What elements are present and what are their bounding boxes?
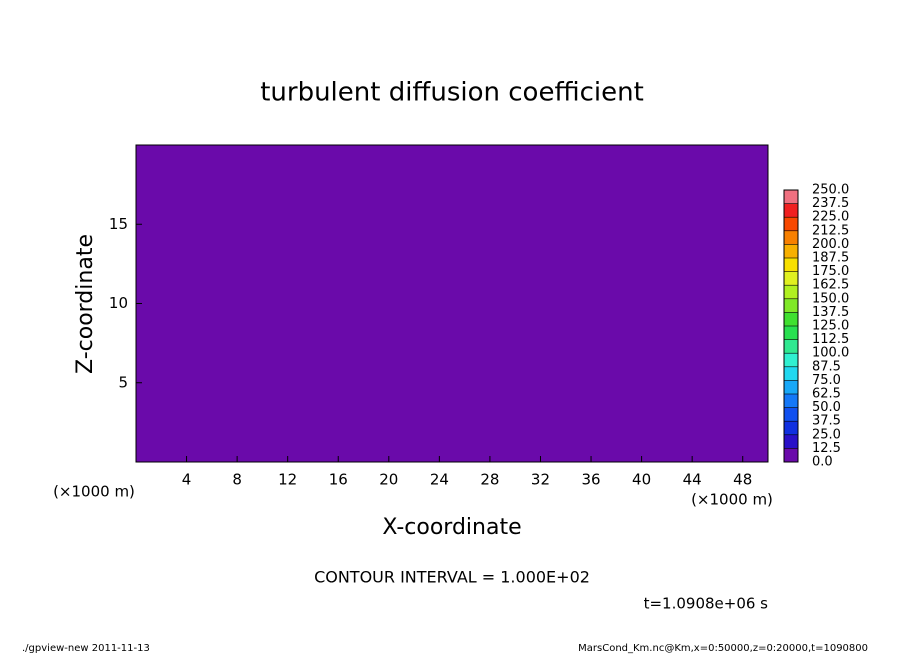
colorbar-cell [784,298,798,313]
colorbar-cell [784,190,798,204]
x-tick-label: 20 [379,471,398,489]
colorbar-cell [784,203,798,218]
colorbar-cell [784,353,798,367]
colorbar-label: 0.0 [812,455,833,470]
colorbar-label: 50.0 [812,400,841,415]
x-tick-label: 32 [531,471,550,489]
colorbar-label: 200.0 [812,237,849,252]
x-unit-label: (×1000 m) [53,483,135,501]
colorbar-cell [784,285,798,299]
colorbar-label: 37.5 [812,414,841,429]
colorbar-cell [784,434,798,449]
colorbar-cell [784,366,798,381]
colorbar-label: 75.0 [812,373,841,388]
footer-left: ./gpview-new 2011-11-13 [22,643,150,654]
colorbar-label: 112.5 [812,332,849,347]
y-tick-label: 5 [118,373,128,391]
colorbar-cell [784,271,798,286]
colorbar-cell [784,339,798,354]
colorbar-label: 137.5 [812,305,849,320]
field [136,145,768,462]
x-tick-label: 28 [480,471,499,489]
x-tick-label: 4 [182,471,192,489]
colorbar-cell [784,448,798,462]
colorbar-cell [784,326,798,340]
y-tick-label: 15 [109,215,128,233]
colorbar-label: 237.5 [812,196,849,211]
footer-right: MarsCond_Km.nc@Km,x=0:50000,z=0:20000,t=… [578,643,868,654]
x-tick-label: 44 [683,471,702,489]
colorbar-label: 25.0 [812,427,841,442]
contour-interval: CONTOUR INTERVAL = 1.000E+02 [314,568,590,587]
colorbar-cell [784,380,798,394]
x-tick-label: 24 [430,471,449,489]
x-axis-label: X-coordinate [382,515,521,540]
colorbar-label: 175.0 [812,264,849,279]
colorbar-label: 187.5 [812,251,849,266]
chart-title: turbulent diffusion coefficient [260,78,644,108]
x-tick-label: 36 [581,471,600,489]
x-tick-label: 8 [232,471,242,489]
colorbar-cell [784,244,798,258]
y-axis-label: Z-coordinate [73,234,98,374]
y-tick-label: 10 [109,294,128,312]
colorbar-label: 212.5 [812,223,849,238]
colorbar-label: 225.0 [812,210,849,225]
x-tick-label: 48 [733,471,752,489]
colorbar-label: 100.0 [812,346,849,361]
colorbar-label: 150.0 [812,291,849,306]
colorbar-cell [784,394,798,408]
colorbar-label: 125.0 [812,319,849,334]
colorbar-cell [784,217,798,231]
colorbar-label: 12.5 [812,441,841,456]
colorbar-cell [784,258,798,272]
x-tick-label: 40 [632,471,651,489]
colorbar-cell [784,230,798,245]
colorbar-label: 162.5 [812,278,849,293]
colorbar-label: 87.5 [812,359,841,374]
colorbar-cell [784,407,798,422]
colorbar-cell [784,312,798,326]
x-tick-label: 12 [278,471,297,489]
colorbar-label: 62.5 [812,387,841,402]
x-unit-label: (×1000 m) [691,491,773,509]
time-label: t=1.0908e+06 s [644,595,769,613]
x-tick-label: 16 [329,471,348,489]
colorbar-label: 250.0 [812,183,849,198]
colorbar-cell [784,421,798,435]
